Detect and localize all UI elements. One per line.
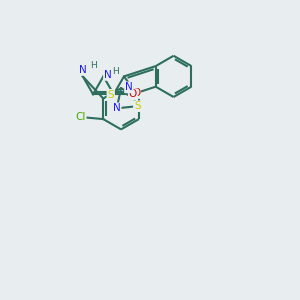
Text: H: H <box>90 61 96 70</box>
Text: S: S <box>107 90 114 100</box>
Text: H: H <box>112 67 119 76</box>
Text: S: S <box>134 101 141 111</box>
Text: N: N <box>125 82 133 92</box>
Text: N: N <box>104 70 112 80</box>
Text: O: O <box>132 88 140 98</box>
Text: N: N <box>79 65 87 75</box>
Text: Cl: Cl <box>75 112 86 122</box>
Text: N: N <box>113 103 121 113</box>
Text: O: O <box>129 89 137 99</box>
